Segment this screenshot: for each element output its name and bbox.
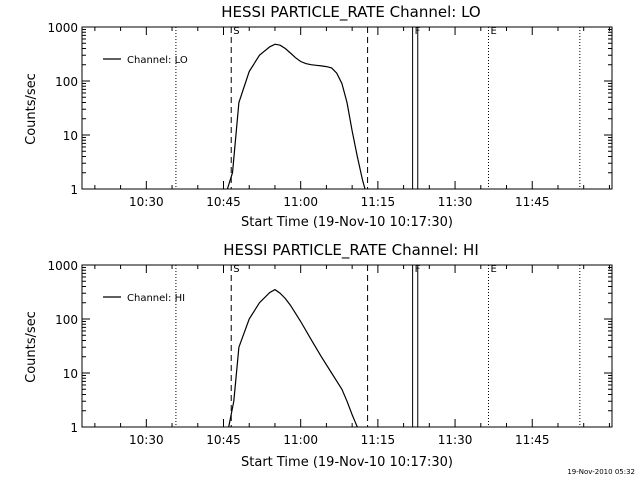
legend-label: Channel: LO: [127, 55, 188, 66]
event-marker-label: E: [491, 264, 497, 275]
event-marker-label: S: [233, 264, 239, 275]
x-tick-label: 10:45: [206, 433, 241, 447]
y-tick-label: 1: [70, 421, 78, 435]
series-line: [228, 288, 358, 428]
y-axis-label: Counts/sec: [24, 311, 39, 383]
y-tick-label: 10: [63, 129, 78, 143]
legend-label: Channel: HI: [127, 293, 185, 304]
series-line: [226, 43, 366, 190]
x-tick-label: 11:30: [438, 433, 473, 447]
y-axis-label: Counts/sec: [24, 73, 39, 145]
y-tick-label: 100: [55, 313, 78, 327]
chart-title: HESSI PARTICLE_RATE Channel: LO: [221, 3, 480, 22]
y-tick-label: 1: [70, 183, 78, 197]
plot-frame: [81, 26, 613, 190]
plot-frame: [81, 264, 613, 428]
x-tick-label: 11:00: [283, 433, 318, 447]
x-tick-label: 11:00: [283, 195, 318, 209]
event-marker-label: E: [491, 26, 497, 37]
y-tick-label: 10: [63, 367, 78, 381]
chart-panel-hi: HESSI PARTICLE_RATE Channel: HI Start Ti…: [24, 241, 613, 470]
y-tick-label: 100: [55, 75, 78, 89]
x-tick-label: 11:30: [438, 195, 473, 209]
chart-panel-lo: HESSI PARTICLE_RATE Channel: LO Start Ti…: [24, 3, 613, 230]
x-axis-label: Start Time (19-Nov-10 10:17:30): [241, 455, 453, 470]
x-tick-label: 11:45: [515, 195, 550, 209]
event-marker-label: S: [233, 26, 239, 37]
x-tick-label: 10:45: [206, 195, 241, 209]
y-tick-label: 1000: [47, 259, 78, 273]
x-tick-label: 11:15: [361, 195, 396, 209]
x-tick-label: 11:15: [361, 433, 396, 447]
x-tick-label: 10:30: [129, 195, 164, 209]
x-axis-label: Start Time (19-Nov-10 10:17:30): [241, 215, 453, 230]
x-tick-label: 11:45: [515, 433, 550, 447]
y-tick-label: 1000: [47, 21, 78, 35]
generation-timestamp: 19-Nov-2010 05:32: [567, 468, 635, 476]
chart-title: HESSI PARTICLE_RATE Channel: HI: [223, 241, 479, 260]
x-tick-label: 10:30: [129, 433, 164, 447]
